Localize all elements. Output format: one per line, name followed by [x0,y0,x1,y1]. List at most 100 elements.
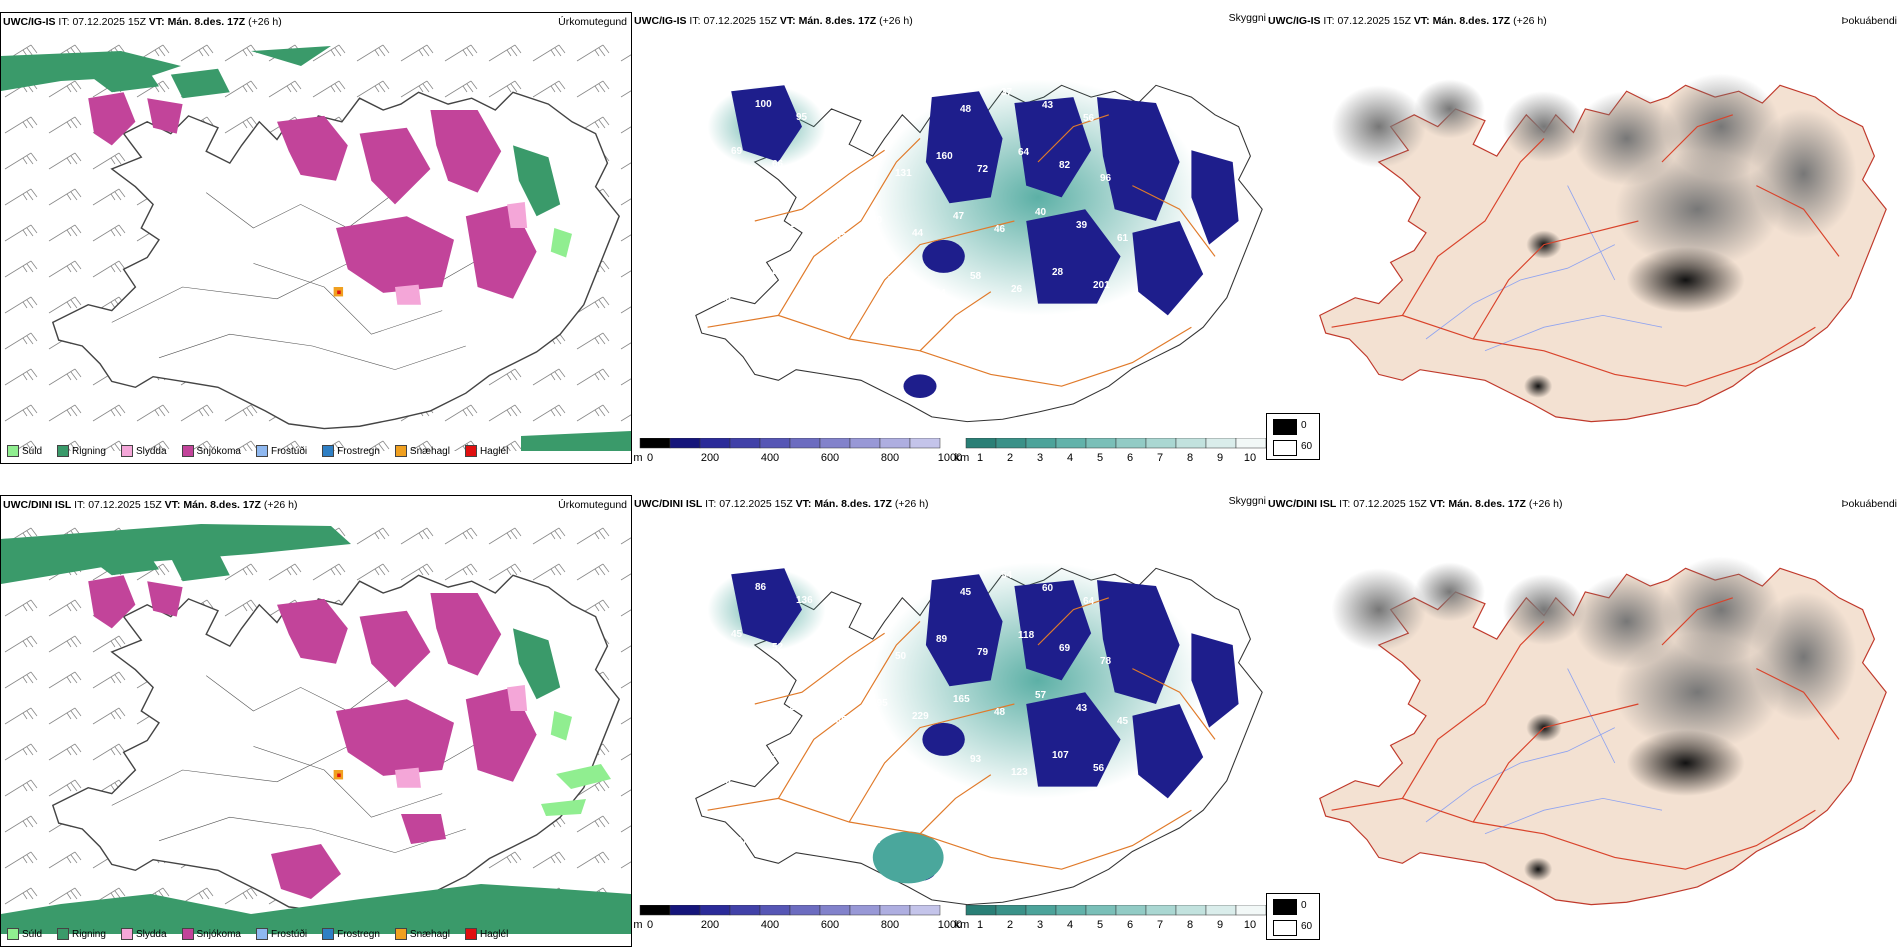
legend-item: Rigning [57,445,106,457]
vt-value: Mán. 8.des. 17Z [1432,15,1511,27]
legend-item: Slydda [120,445,167,457]
colorbar-m [639,905,941,916]
legend-swatch [57,445,70,457]
precip-map [1,514,631,934]
cloud-value: 240 [714,776,731,787]
cloud-value: 69 [731,146,743,157]
cloud-value: 56 [748,689,760,700]
legend-item: Snæhagl [394,928,450,940]
cloud-value: 78 [1100,656,1112,667]
cloud-value: 131 [895,168,912,179]
panel-header: UWC/DINI ISL IT: 07.12.2025 15Z VT: Mán.… [634,498,928,510]
fog-legend-high-swatch [1273,920,1297,936]
panel-header: UWC/IG-IS IT: 07.12.2025 15Z VT: Mán. 8.… [3,16,282,28]
legend-item: Rigning [57,928,106,940]
colorbar-segment [1235,905,1267,916]
it-label: IT: [1339,498,1351,510]
cloud-value: 61 [813,172,825,183]
model-name: UWC/IG-IS [3,16,56,28]
cloud-value: 136 [796,595,813,606]
cloud-value: 139 [748,206,765,217]
cloud-value: 117 [847,775,864,786]
colorbar-segment [879,905,911,916]
lead-time: (+26 h) [894,498,929,510]
colorbar-segment [1055,438,1087,449]
panel-title-precip: Úrkomutegund [558,16,627,28]
cloud-value: 56 [929,771,941,782]
colorbar-segment [819,438,851,449]
legend-swatch [120,445,133,457]
fog-map [1319,556,1887,906]
cloud-value: 43 [1076,703,1088,714]
colorbar-unit: km [954,919,970,931]
panel-header: UWC/IG-IS IT: 07.12.2025 15Z VT: Mán. 8.… [634,15,913,27]
cloud-value: 571 [782,326,799,337]
cloud-value: 165 [953,694,970,705]
legend-item: Frostregn [322,928,380,940]
cloud-value: 44 [912,228,924,239]
cloud-value: 93 [970,754,982,765]
colorbar-tick: 6 [1126,452,1134,464]
legend-item: Frostúði [255,445,307,457]
vt-label: VT: [795,498,812,510]
cloud-value: 222 [905,818,922,829]
cloud-labels: 98 100 95 73 52 58 48 37 43 56 69 66 61 54 131 160 72 64 8… [714,86,1129,363]
cloud-value: 37 [1001,87,1013,98]
it-label: IT: [689,15,701,27]
cloud-value: 54 [1001,570,1013,581]
colorbar-segment [669,905,701,916]
legend-swatch [322,445,335,457]
legend-swatch [255,928,268,940]
colorbar-unit: km [954,452,970,464]
cloud-value: 82 [905,335,917,346]
it-value: 07.12.2025 15Z [1353,498,1427,510]
legend-swatch [394,928,407,940]
vt-value: Mán. 8.des. 17Z [814,498,892,510]
colorbar-km-labels: km 1 2 3 4 5 6 7 8 9 10 [954,452,1276,466]
legend-item: Haglél [464,445,508,457]
cloud-value: 174 [929,288,946,299]
fog-map [1319,73,1887,423]
cloud-value: 58 [970,271,982,282]
fog-legend-low-swatch [1273,419,1297,435]
colorbar-m [639,438,941,449]
legend-label: Frostregn [337,928,380,940]
legend-label: Súld [22,445,43,457]
colorbar-segment [729,438,761,449]
cloud-value: 61 [987,814,999,825]
it-label: IT: [1323,15,1335,27]
colorbar-tick: 600 [820,452,840,464]
cloud-value: 235 [830,715,847,726]
precip-type-panel: UWC/DINI ISL IT: 07.12.2025 15Z VT: Mán.… [0,495,632,947]
cloud-value: 129 [714,293,731,304]
legend-label: Rigning [72,445,106,457]
cloud-value: 43 [765,749,777,760]
cloud-value: 195 [871,698,888,709]
colorbar-tick: 4 [1066,919,1074,931]
legend-item: Snæhagl [394,445,450,457]
cloud-value: 61 [782,809,794,820]
colorbar-segment [909,438,941,449]
cloud-value: 50 [895,651,907,662]
colorbar-unit: m [633,452,643,464]
fog-panel: UWC/DINI ISL IT: 07.12.2025 15Z VT: Mán.… [1268,495,1900,947]
colorbar-tick: 600 [820,919,840,931]
cloud-value: 107 [731,836,748,847]
it-value: 07.12.2025 15Z [1337,15,1411,27]
cloud-value: 57 [1035,690,1047,701]
colorbar-segment [965,905,997,916]
cloud-value: 279 [813,655,830,666]
legend-label: Snjókoma [196,928,241,940]
cloud-value: 201 [1093,280,1110,291]
colorbar-segment [1235,438,1267,449]
legend-item: Haglél [464,928,508,940]
colorbar-tick: 800 [880,452,900,464]
cloud-value: 79 [977,647,989,658]
vt-value: Mán. 8.des. 17Z [183,499,261,511]
cloud-value: 240 [789,702,806,713]
cloud-value: 60 [823,822,835,833]
cloud-value: 47 [953,211,965,222]
cloud-value: 113 [888,758,905,769]
cloud-value: 68 [806,279,818,290]
cloud-value: 66 [1028,827,1040,838]
